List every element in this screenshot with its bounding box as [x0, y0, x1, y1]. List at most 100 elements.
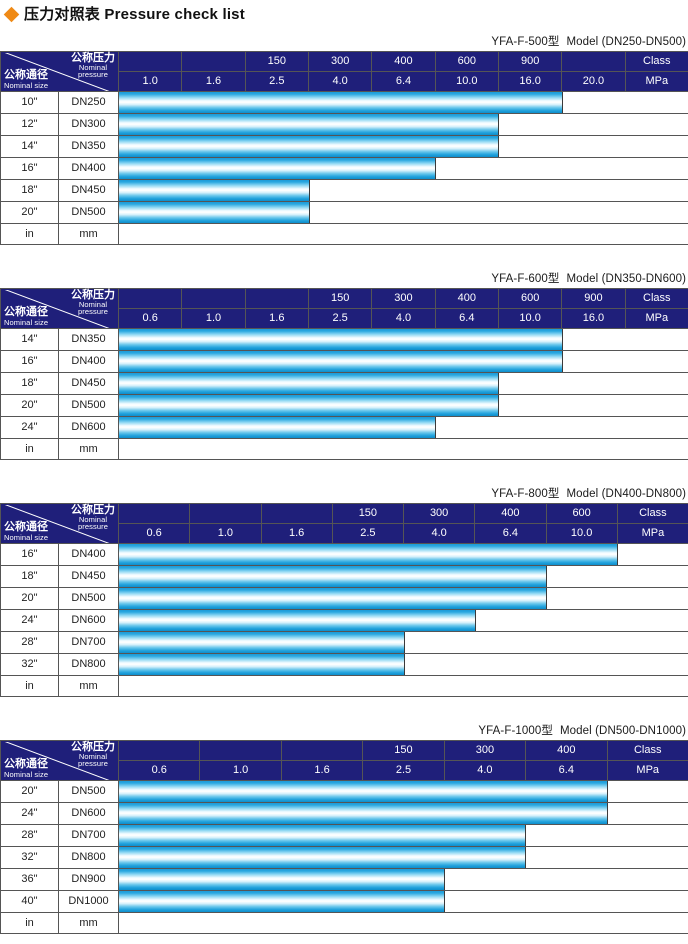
pressure-bar — [119, 180, 310, 201]
nominal-size-inch-cell: 32" — [1, 654, 59, 676]
nominal-size-cn: 公称通径 — [4, 70, 48, 82]
model-range: Model (DN350-DN600) — [567, 273, 687, 285]
nominal-size-dn-cell: DN400 — [59, 544, 119, 566]
nominal-size-inch-cell: 18" — [1, 566, 59, 588]
table-row: 36"DN900 — [1, 869, 688, 891]
model-code: YFA-F-1000型 — [478, 725, 553, 737]
mpa-value-cell: 1.6 — [182, 72, 245, 92]
pressure-bar-cell — [119, 395, 688, 417]
nominal-size-inch-cell: 40" — [1, 891, 59, 913]
nominal-size-dn-cell: DN500 — [59, 781, 119, 803]
table-row: 20"DN500 — [1, 395, 688, 417]
mpa-value-cell: 6.4 — [475, 524, 546, 544]
nominal-size-dn-cell: DN600 — [59, 610, 119, 632]
table-row: 16"DN400 — [1, 158, 688, 180]
table-row: 32"DN800 — [1, 847, 688, 869]
class-unit-header: Class — [607, 741, 688, 761]
nominal-size-dn-cell: DN450 — [59, 373, 119, 395]
mpa-value-cell: 1.0 — [119, 72, 182, 92]
class-value-cell: 400 — [475, 504, 546, 524]
pressure-bar-cell — [119, 136, 688, 158]
table-row: 28"DN700 — [1, 825, 688, 847]
class-value-cell: 600 — [435, 52, 498, 72]
pressure-bar — [119, 202, 310, 223]
mpa-value-cell: 2.5 — [363, 761, 444, 781]
block-spacer — [0, 697, 688, 719]
pressure-bar — [119, 329, 563, 350]
nominal-pressure-cn: 公称压力 — [71, 742, 115, 753]
table-row: 16"DN400 — [1, 351, 688, 373]
mpa-value-cell: 4.0 — [404, 524, 475, 544]
bar-track — [119, 544, 688, 565]
nominal-size-dn-cell: DN700 — [59, 825, 119, 847]
mpa-value-cell: 0.6 — [119, 761, 200, 781]
unit-row-empty-cell — [119, 224, 688, 245]
nominal-size-inch-cell: 18" — [1, 180, 59, 202]
nominal-size-dn-cell: DN250 — [59, 92, 119, 114]
bar-track — [119, 180, 688, 201]
nominal-size-inch-cell: 28" — [1, 825, 59, 847]
pressure-bar — [119, 136, 499, 157]
model-range: Model (DN250-DN500) — [567, 36, 687, 48]
block-spacer — [0, 934, 688, 944]
nominal-size-inch-cell: 20" — [1, 588, 59, 610]
mpa-value-cell: 1.0 — [182, 309, 245, 329]
class-value-cell — [200, 741, 281, 761]
nominal-size-dn-cell: DN600 — [59, 803, 119, 825]
class-value-cell: 400 — [526, 741, 607, 761]
table-row: 24"DN600 — [1, 610, 688, 632]
bar-track — [119, 588, 688, 609]
pressure-bar-cell — [119, 803, 688, 825]
nominal-pressure-en-2: pressure — [71, 308, 115, 316]
nominal-size-dn-cell: DN400 — [59, 351, 119, 373]
nominal-pressure-en-2: pressure — [71, 523, 115, 531]
nominal-size-en: Nominal size — [4, 534, 48, 542]
bar-track — [119, 566, 688, 587]
nominal-size-dn-cell: DN450 — [59, 566, 119, 588]
bar-track — [119, 847, 688, 868]
pressure-bar-cell — [119, 373, 688, 395]
pressure-bar-cell — [119, 329, 688, 351]
page-title: 压力对照表 Pressure check list — [0, 0, 688, 30]
class-value-cell: 600 — [546, 504, 617, 524]
nominal-pressure-cn: 公称压力 — [71, 290, 115, 301]
unit-in-cell: in — [1, 224, 59, 245]
pressure-bar-cell — [119, 654, 688, 676]
pressure-bar — [119, 395, 499, 416]
table-row: 24"DN600 — [1, 803, 688, 825]
bar-track — [119, 803, 688, 824]
class-unit-header: Class — [625, 52, 688, 72]
nominal-size-en: Nominal size — [4, 319, 48, 327]
nominal-size-inch-cell: 12" — [1, 114, 59, 136]
nominal-size-inch-cell: 14" — [1, 329, 59, 351]
pressure-bar-cell — [119, 158, 688, 180]
nominal-size-inch-cell: 32" — [1, 847, 59, 869]
nominal-size-dn-cell: DN500 — [59, 395, 119, 417]
nominal-size-dn-cell: DN350 — [59, 136, 119, 158]
mpa-value-cell: 0.6 — [119, 309, 182, 329]
nominal-size-inch-cell: 36" — [1, 869, 59, 891]
pressure-bar-cell — [119, 92, 688, 114]
bar-track — [119, 891, 688, 912]
table-row: 28"DN700 — [1, 632, 688, 654]
nominal-size-inch-cell: 16" — [1, 351, 59, 373]
class-value-cell — [245, 289, 308, 309]
mpa-value-cell: 1.6 — [281, 761, 362, 781]
nominal-size-inch-cell: 20" — [1, 395, 59, 417]
pressure-bar — [119, 891, 445, 912]
table-row: 14"DN350 — [1, 329, 688, 351]
unit-row-empty-cell — [119, 676, 688, 697]
class-value-cell: 300 — [372, 289, 435, 309]
pressure-bar-cell — [119, 588, 688, 610]
nominal-size-inch-cell: 28" — [1, 632, 59, 654]
pressure-bar — [119, 610, 476, 631]
